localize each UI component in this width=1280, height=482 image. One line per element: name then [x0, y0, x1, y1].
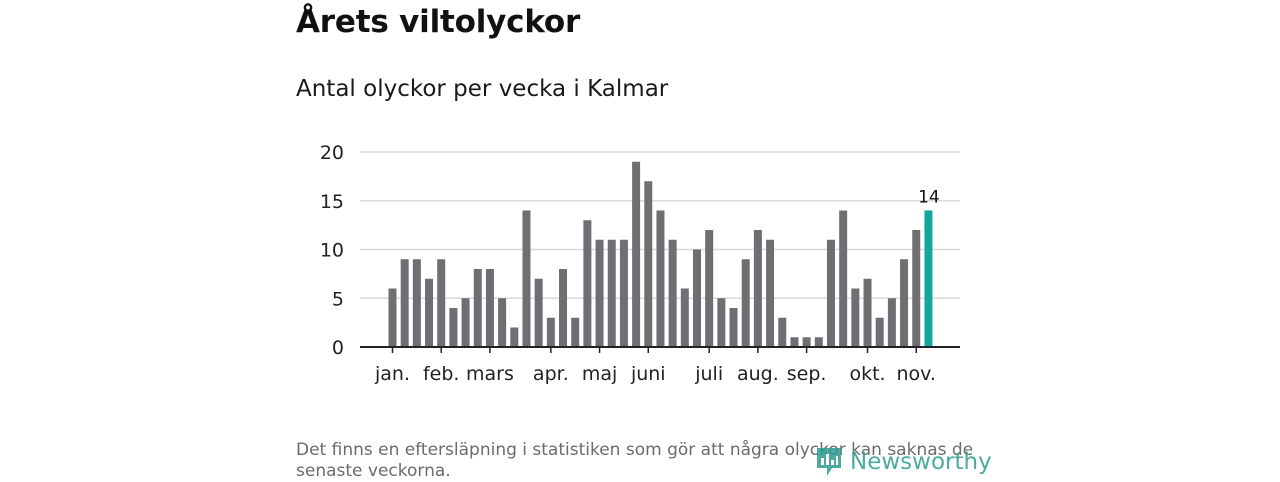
bar — [559, 269, 568, 347]
bar — [839, 210, 848, 347]
chart-subtitle: Antal olyckor per vecka i Kalmar — [296, 76, 669, 102]
footnote: Det finns en eftersläpning i statistiken… — [296, 440, 974, 481]
bar — [534, 278, 543, 347]
bar — [449, 308, 458, 347]
x-tick-label: jan. — [374, 363, 410, 385]
bar — [729, 308, 738, 347]
bar — [595, 239, 604, 347]
bar — [753, 230, 762, 347]
data-labels: 14 — [918, 188, 940, 208]
bar — [900, 259, 909, 347]
bar — [705, 230, 714, 347]
bar — [802, 337, 811, 347]
bar — [498, 298, 507, 347]
bar — [790, 337, 799, 347]
x-tick-label: juni — [630, 363, 666, 385]
bar — [912, 230, 921, 347]
bar — [388, 288, 397, 347]
bar — [717, 298, 726, 347]
bar-chart: 0 5 10 15 20 jan. feb. mars apr. maj juni juli aug.… — [320, 142, 960, 385]
bar — [619, 239, 628, 347]
y-tick-label: 0 — [332, 337, 344, 359]
bar — [875, 317, 884, 347]
bar — [632, 161, 641, 347]
x-tick-label: feb. — [423, 363, 459, 385]
bar — [412, 259, 421, 347]
bar — [887, 298, 896, 347]
bars — [360, 161, 960, 348]
bar — [473, 269, 482, 347]
bar — [607, 239, 616, 347]
x-tick-label: juli — [694, 363, 723, 385]
bar — [400, 259, 409, 347]
x-tick-label: apr. — [533, 363, 569, 385]
x-tick-label: mars — [466, 363, 514, 385]
y-tick-label: 20 — [320, 142, 344, 164]
bar — [583, 220, 592, 347]
chart-title: Årets viltolyckor — [296, 4, 581, 40]
bar — [668, 239, 677, 347]
bar — [522, 210, 531, 347]
x-tick-label: maj — [582, 363, 617, 385]
bar — [863, 278, 872, 347]
bar — [571, 317, 580, 347]
bar — [644, 181, 653, 347]
y-tick-label: 15 — [320, 191, 344, 213]
newsworthy-logo: Newsworthy — [814, 446, 992, 478]
bar — [437, 259, 446, 347]
bar — [814, 337, 823, 347]
x-tick-label: okt. — [849, 363, 885, 385]
bar — [680, 288, 689, 347]
bar — [766, 239, 775, 347]
newsworthy-logo-icon — [817, 448, 841, 476]
bar — [851, 288, 860, 347]
y-axis-ticks: 0 5 10 15 20 — [320, 142, 344, 359]
x-axis-ticks: jan. feb. mars apr. maj juni juli aug. sep. okt. n… — [374, 347, 936, 385]
bar — [546, 317, 555, 347]
bar — [461, 298, 470, 347]
y-tick-label: 10 — [320, 240, 344, 262]
bar — [778, 317, 787, 347]
x-tick-label: nov. — [896, 363, 935, 385]
bar — [741, 259, 750, 347]
newsworthy-logo-text: Newsworthy — [850, 449, 992, 475]
data-label-last-week: 14 — [918, 188, 940, 208]
bar — [656, 210, 665, 347]
bar — [425, 278, 434, 347]
y-tick-label: 5 — [332, 288, 344, 310]
x-tick-label: sep. — [787, 363, 827, 385]
bar — [693, 249, 701, 347]
bar — [510, 327, 519, 347]
bar — [485, 269, 494, 347]
bar — [826, 239, 835, 347]
bar-highlight — [924, 210, 933, 347]
x-tick-label: aug. — [737, 363, 779, 385]
